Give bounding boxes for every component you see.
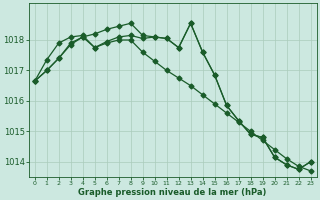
X-axis label: Graphe pression niveau de la mer (hPa): Graphe pression niveau de la mer (hPa) bbox=[78, 188, 267, 197]
